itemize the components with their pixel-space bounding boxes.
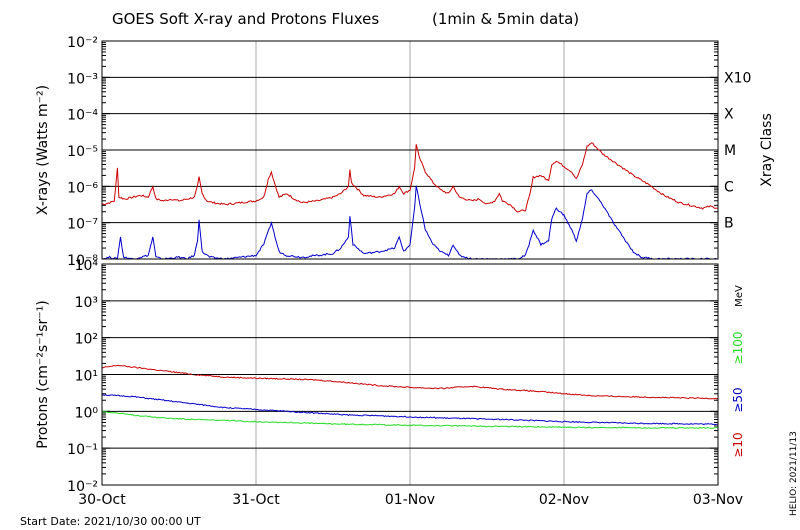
xray-class-label: M bbox=[724, 143, 736, 159]
y-tick-label: 10³ bbox=[75, 295, 98, 311]
chart-title: GOES Soft X-ray and Protons Fluxes bbox=[112, 10, 379, 28]
y-tick-label: 10² bbox=[75, 332, 98, 348]
x-tick-label: 30-Oct bbox=[78, 492, 126, 508]
y-tick-label: 10⁻⁶ bbox=[67, 180, 98, 196]
xray-class-label: C bbox=[724, 179, 734, 195]
energy-unit-label: MeV bbox=[734, 285, 745, 307]
y-tick-label: 10⁻⁷ bbox=[67, 217, 98, 233]
panel-frame bbox=[101, 40, 719, 260]
helio-date-label: HELIO: 2021/11/13 bbox=[789, 431, 799, 516]
xray-class-label: B bbox=[724, 216, 734, 232]
start-date-label: Start Date: 2021/10/30 00:00 UT bbox=[20, 515, 201, 528]
y-tick-label: 10⁻⁵ bbox=[67, 144, 98, 160]
y-tick-label: 10⁻¹ bbox=[67, 442, 98, 458]
y-tick-label: 10⁴ bbox=[75, 258, 99, 274]
y-axis-label: Protons (cm⁻²s⁻¹sr⁻¹) bbox=[35, 300, 51, 449]
y-tick-label: 10¹ bbox=[75, 369, 98, 385]
legend-label-red: ≥10 bbox=[731, 432, 745, 457]
xray-series-red bbox=[101, 142, 718, 213]
xray-class-label: X bbox=[724, 107, 734, 123]
xray-series-blue bbox=[101, 185, 718, 261]
legend-label-blue: ≥50 bbox=[731, 387, 745, 412]
legend-label-green: ≥100 bbox=[731, 332, 745, 365]
series-line-blue bbox=[102, 394, 718, 426]
y-tick-label: 10⁻³ bbox=[67, 71, 98, 87]
y-tick-label: 10⁻² bbox=[67, 479, 98, 495]
xray-panel: 10⁻⁸ 10⁻⁷ 10⁻⁶ 10⁻⁵ 10⁻⁴ 10⁻³ 10⁻² X-rays (Watt… bbox=[35, 35, 775, 269]
series-line-red bbox=[101, 364, 719, 400]
xray-class-label: X10 bbox=[724, 70, 751, 86]
y-tick-label: 10⁻² bbox=[67, 35, 98, 51]
proton-panel: 10⁻² 10⁻¹ 10⁰ 10¹ 10² 10³ 10⁴ Protons (cm⁻²s⁻¹s… bbox=[35, 258, 745, 508]
y-tick-label: 10⁻⁸ bbox=[67, 253, 98, 269]
x-tick-label: 02-Nov bbox=[539, 492, 589, 508]
y-tick-label: 10⁰ bbox=[75, 405, 99, 421]
y-tick-label: 10⁻⁴ bbox=[67, 108, 98, 124]
y-axis-label: X-rays (Watts m⁻²) bbox=[35, 85, 51, 215]
x-tick-label: 01-Nov bbox=[385, 492, 435, 508]
x-tick-label: 31-Oct bbox=[232, 492, 280, 508]
series-line-green bbox=[101, 410, 719, 429]
xray-class-axis-label: Xray Class bbox=[759, 113, 775, 187]
chart-subtitle: (1min & 5min data) bbox=[432, 10, 579, 28]
x-tick-label: 03-Nov bbox=[693, 492, 743, 508]
